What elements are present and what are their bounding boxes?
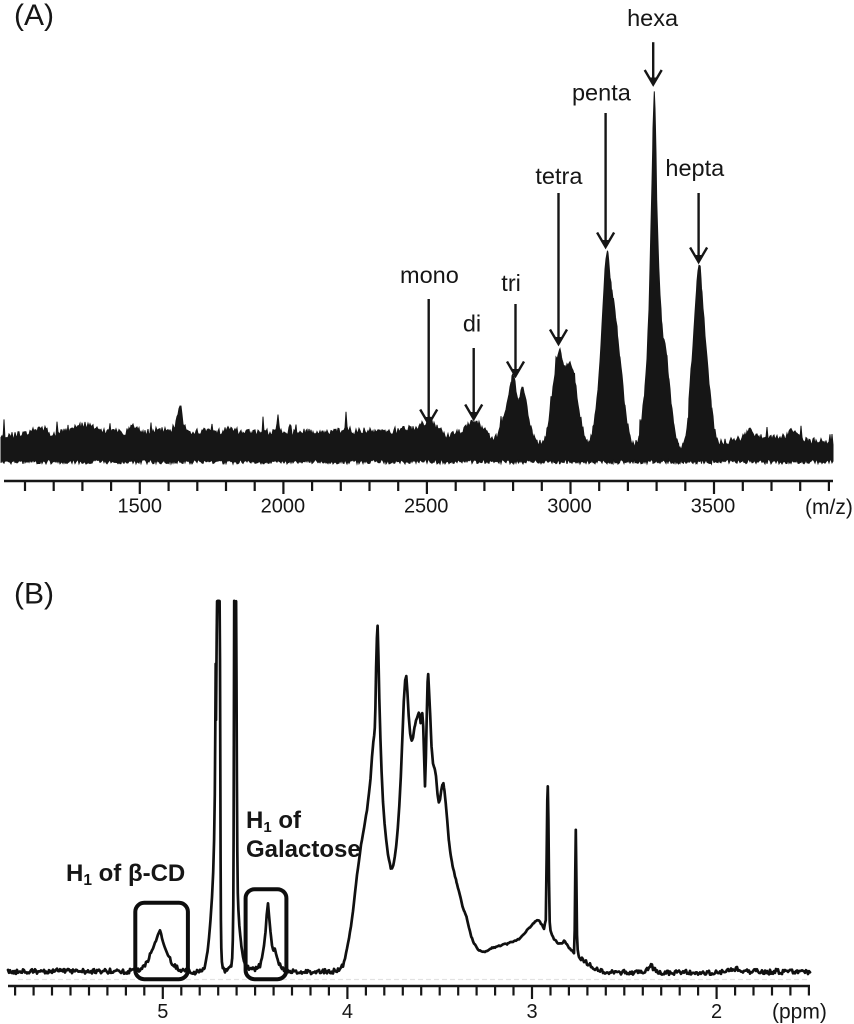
svg-text:tetra: tetra [535,163,583,189]
svg-text:mono: mono [400,262,459,288]
svg-text:3: 3 [526,1001,537,1023]
svg-text:1500: 1500 [118,496,163,518]
svg-text:4: 4 [342,1001,353,1023]
svg-text:3500: 3500 [691,496,736,518]
svg-text:(m/z): (m/z) [805,496,853,519]
svg-text:Galactose: Galactose [246,836,361,863]
svg-text:5: 5 [157,1001,168,1023]
svg-text:2500: 2500 [404,496,449,518]
svg-text:di: di [463,311,481,337]
svg-text:2000: 2000 [261,496,306,518]
svg-text:hepta: hepta [665,155,725,181]
svg-text:(ppm): (ppm) [772,1001,827,1024]
svg-text:hexa: hexa [627,5,679,31]
svg-text:(B): (B) [14,578,54,611]
svg-text:2: 2 [711,1001,722,1023]
svg-text:tri: tri [501,270,521,296]
svg-text:3000: 3000 [547,496,592,518]
svg-text:(A): (A) [14,0,54,32]
svg-text:H1 of: H1 of [246,807,302,836]
svg-text:H1 of β-CD: H1 of β-CD [66,860,185,889]
svg-text:penta: penta [572,80,632,106]
